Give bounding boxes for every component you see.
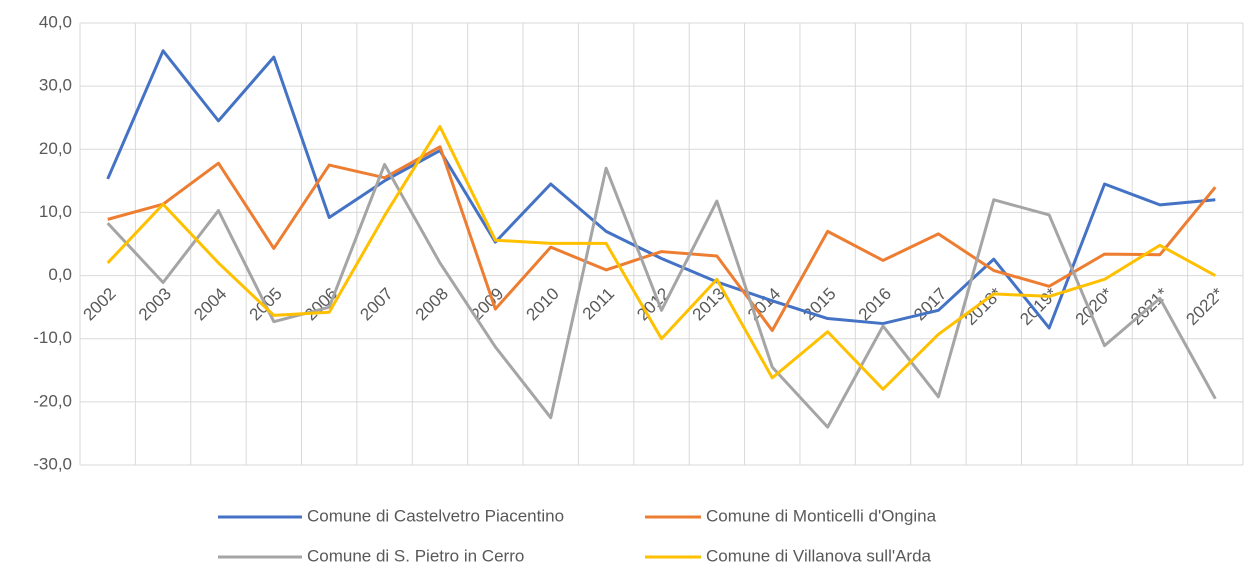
legend-label: Comune di Monticelli d'Ongina: [706, 506, 937, 525]
series-line: [106, 49, 1216, 330]
y-tick-label: -20,0: [33, 391, 72, 410]
y-tick-label: 30,0: [39, 76, 72, 95]
y-tick-label: 40,0: [39, 12, 72, 31]
y-tick-label: -10,0: [33, 328, 72, 347]
y-tick-label: 0,0: [48, 265, 72, 284]
x-tick-label: 2002: [80, 284, 120, 324]
series-line: [106, 125, 1217, 391]
y-tick-label: -30,0: [33, 454, 72, 473]
series-line: [106, 162, 1217, 429]
y-tick-label: 20,0: [39, 139, 72, 158]
x-tick-label: 2022*: [1182, 284, 1227, 329]
x-tick-label: 2010: [523, 284, 563, 324]
y-tick-label: 10,0: [39, 202, 72, 221]
series-line: [107, 145, 1217, 333]
x-tick-label: 2004: [190, 284, 230, 324]
x-tick-label: 2008: [412, 284, 452, 324]
x-tick-label: 2016: [855, 284, 895, 324]
legend-label: Comune di Castelvetro Piacentino: [307, 506, 564, 525]
x-tick-label: 2007: [356, 284, 396, 324]
legend-label: Comune di Villanova sull'Arda: [706, 546, 932, 565]
x-tick-label: 2011: [579, 284, 618, 323]
x-tick-label: 2003: [135, 284, 175, 324]
x-tick-label: 2019*: [1016, 284, 1061, 329]
legend-label: Comune di S. Pietro in Cerro: [307, 546, 524, 565]
